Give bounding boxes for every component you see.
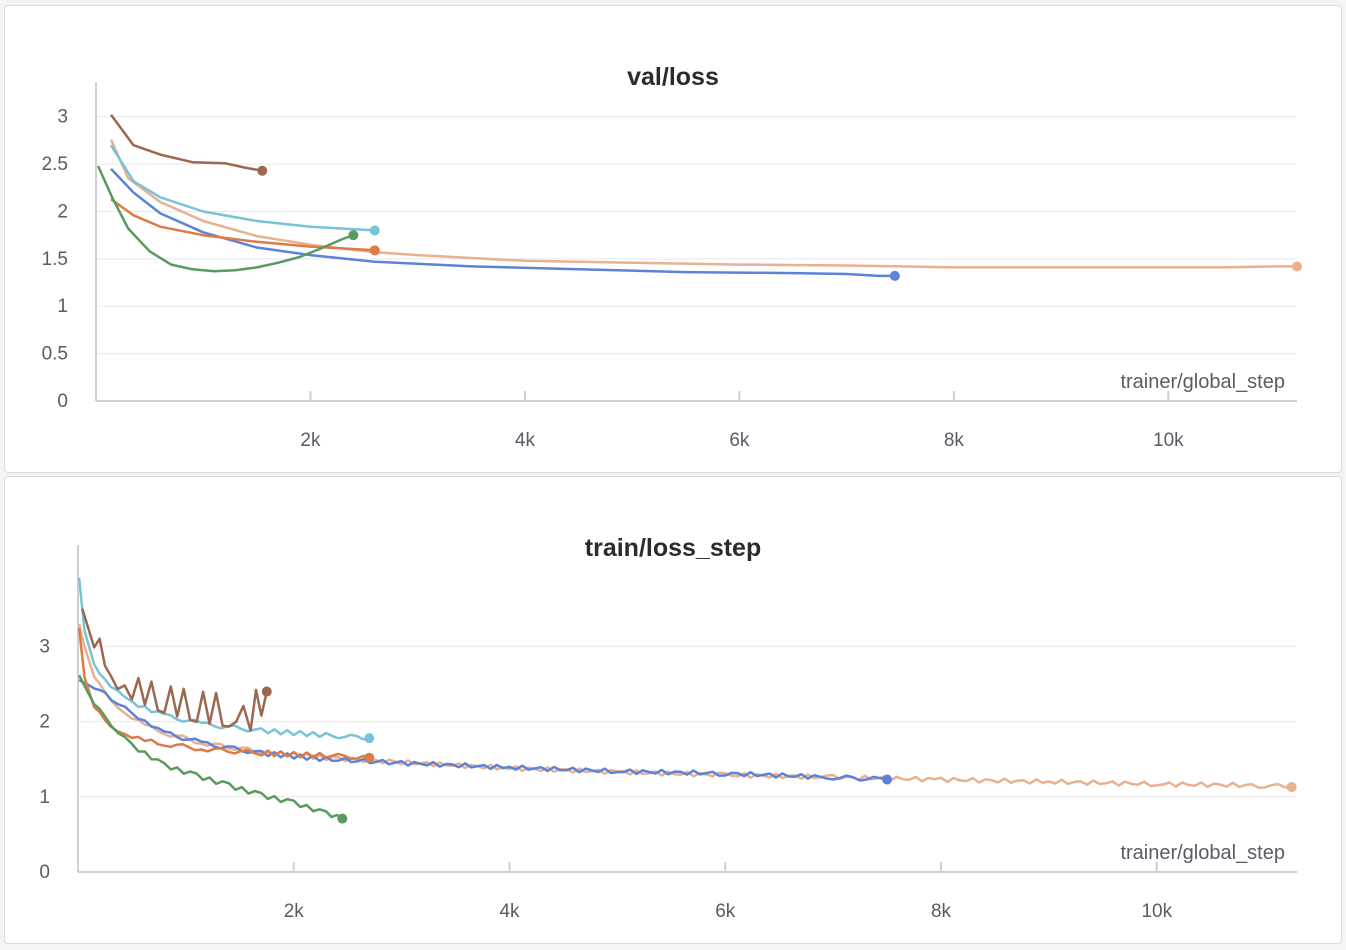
chart-title: train/loss_step bbox=[585, 534, 761, 562]
y-tick-label: 0 bbox=[57, 391, 68, 412]
y-tick-label: 0 bbox=[39, 862, 50, 883]
x-tick-label: 2k bbox=[284, 901, 305, 922]
val-loss-chart: 3 2.5 2 1.5 1 0.5 0 2k 4k 6k 8k 10k val/loss traine… bbox=[42, 63, 1302, 451]
series-end-point bbox=[348, 230, 359, 241]
series-end-point bbox=[364, 752, 375, 763]
x-tick-label: 4k bbox=[515, 430, 536, 451]
x-tick-label: 8k bbox=[944, 430, 965, 451]
series-end-point bbox=[369, 225, 380, 236]
series-end-point bbox=[889, 270, 900, 281]
x-tick-label: 6k bbox=[715, 901, 736, 922]
series-line bbox=[77, 674, 343, 820]
y-tick-label: 1 bbox=[57, 296, 68, 317]
y-tick-label: 2 bbox=[57, 201, 68, 222]
y-tick-label: 3 bbox=[39, 636, 50, 657]
x-tick-label: 2k bbox=[300, 430, 321, 451]
x-axis-label: trainer/global_step bbox=[1120, 842, 1285, 864]
chart-panel-train-loss-step: 3 2 1 0 2k 4k 6k 8k 10k train/loss_step trainer/… bbox=[4, 476, 1342, 944]
x-axis-label: trainer/global_step bbox=[1120, 371, 1285, 393]
series-line bbox=[109, 138, 1297, 269]
y-tick-label: 2 bbox=[39, 712, 50, 733]
series-end-point bbox=[261, 686, 272, 697]
series-end-point bbox=[257, 165, 268, 176]
chart-panel-val-loss: 3 2.5 2 1.5 1 0.5 0 2k 4k 6k 8k 10k val/loss traine… bbox=[4, 5, 1342, 473]
y-tick-label: 1 bbox=[39, 787, 50, 808]
series-line bbox=[77, 627, 370, 760]
series-end-point bbox=[364, 733, 375, 744]
series-line bbox=[109, 144, 375, 232]
series-line bbox=[110, 168, 895, 278]
y-tick-label: 1.5 bbox=[42, 249, 68, 270]
chart-title: val/loss bbox=[627, 63, 719, 91]
series-end-point bbox=[882, 774, 893, 785]
series-end-point bbox=[1292, 261, 1302, 272]
y-tick-label: 2.5 bbox=[42, 154, 68, 175]
series-line bbox=[110, 198, 375, 252]
series-end-point bbox=[369, 245, 380, 256]
x-tick-label: 10k bbox=[1141, 901, 1172, 922]
y-tick-label: 3 bbox=[57, 107, 68, 128]
series-line bbox=[78, 678, 888, 782]
x-tick-label: 4k bbox=[499, 901, 520, 922]
train-loss-step-chart: 3 2 1 0 2k 4k 6k 8k 10k train/loss_step trainer/… bbox=[39, 534, 1297, 922]
series-line bbox=[77, 623, 1292, 789]
series-line bbox=[96, 165, 354, 273]
series-line bbox=[81, 608, 269, 732]
series-line bbox=[77, 577, 370, 741]
series-end-point bbox=[337, 813, 348, 824]
y-tick-label: 0.5 bbox=[42, 344, 68, 365]
x-tick-label: 6k bbox=[729, 430, 750, 451]
x-tick-label: 10k bbox=[1153, 430, 1184, 451]
series-line bbox=[109, 114, 263, 172]
x-tick-label: 8k bbox=[931, 901, 952, 922]
series-end-point bbox=[1286, 782, 1297, 793]
